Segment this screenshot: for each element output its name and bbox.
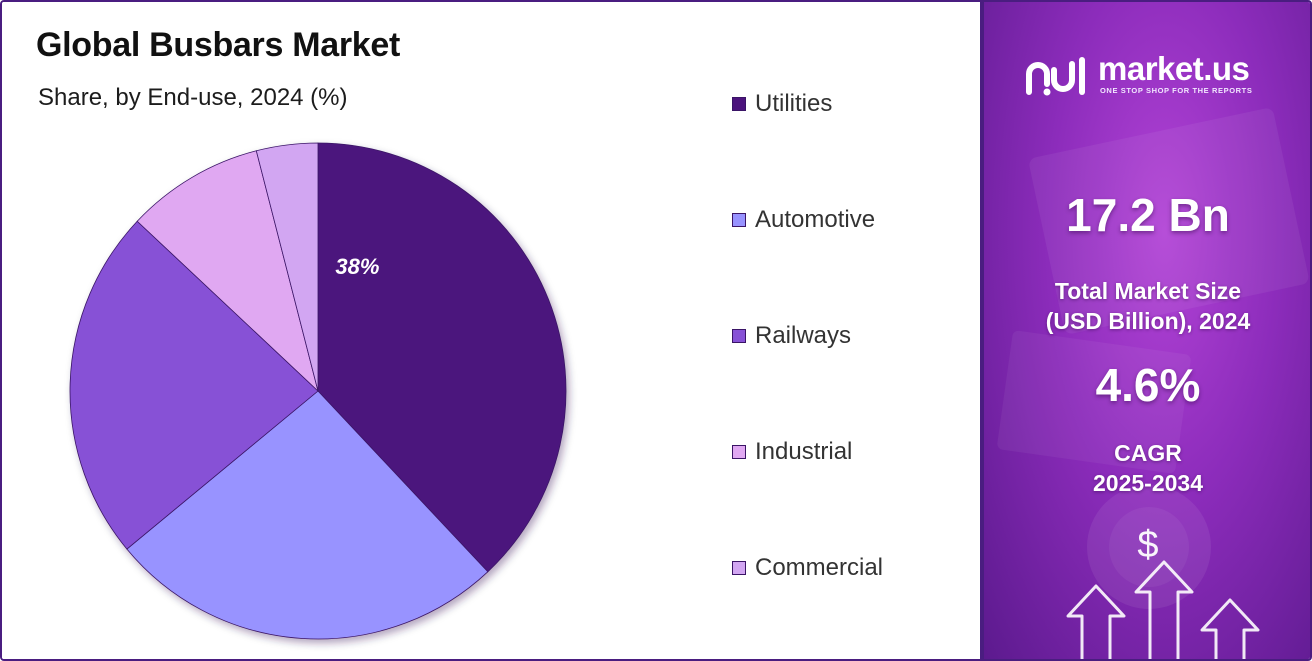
chart-panel: Global Busbars Market Share, by End-use,… (2, 2, 980, 659)
legend-swatch (732, 445, 746, 459)
pie-slice-commercial (255, 142, 319, 392)
legend-swatch (732, 329, 746, 343)
market-size-stat: 17.2 Bn (984, 188, 1310, 242)
legend-label: Utilities (755, 90, 833, 117)
brand-name: market.us (1098, 50, 1250, 87)
market-size-label-line2: (USD Billion), 2024 (1045, 308, 1251, 334)
legend-item-automotive: Automotive (732, 202, 883, 238)
pie-data-label: 38% (335, 254, 379, 279)
stats-panel: market.us ONE STOP SHOP FOR THE REPORTS … (984, 2, 1310, 659)
cagr-stat: 4.6% (984, 358, 1310, 412)
legend-swatch (732, 561, 746, 575)
legend-item-industrial: Industrial (732, 434, 883, 470)
market-size-caption: Total Market Size (USD Billion), 2024 (984, 276, 1310, 336)
panel-divider (980, 2, 984, 659)
cagr-label-line1: CAGR (1114, 440, 1182, 466)
cagr-value: 4.6% (1095, 359, 1201, 411)
legend-item-railways: Railways (732, 318, 883, 354)
market-size-label-line1: Total Market Size (1054, 278, 1242, 304)
market-size-value: 17.2 Bn (1066, 189, 1230, 241)
legend-swatch (732, 213, 746, 227)
legend-item-utilities: Utilities (732, 86, 883, 122)
chart-legend: Utilities Automotive Railways Industrial Com… (732, 86, 883, 659)
legend-swatch (732, 97, 746, 111)
market-us-logo-icon (1026, 57, 1085, 96)
cagr-label-line2: 2025-2034 (1093, 470, 1203, 496)
dollar-icon: $ (1137, 524, 1159, 566)
pie-slice-automotive (126, 390, 489, 640)
brand-tagline: ONE STOP SHOP FOR THE REPORTS (1100, 86, 1253, 95)
chart-subtitle: Share, by End-use, 2024 (%) (38, 84, 348, 111)
arrow-up-icon (1066, 560, 1260, 659)
legend-item-commercial: Commercial (732, 550, 883, 586)
brand-logo: market.us ONE STOP SHOP FOR THE REPORTS (1024, 46, 1284, 106)
legend-label: Industrial (755, 438, 853, 465)
pie-slice-utilities (317, 142, 567, 573)
pie-slice-railways (69, 220, 319, 550)
cagr-caption: CAGR 2025-2034 (984, 438, 1310, 498)
background-decoration (997, 108, 1309, 659)
legend-label: Commercial (755, 554, 884, 581)
pie-slice-industrial (136, 150, 319, 393)
legend-label: Automotive (755, 206, 876, 233)
pie-chart: 38% (69, 142, 567, 640)
legend-label: Railways (755, 322, 852, 349)
chart-title: Global Busbars Market (36, 26, 401, 64)
